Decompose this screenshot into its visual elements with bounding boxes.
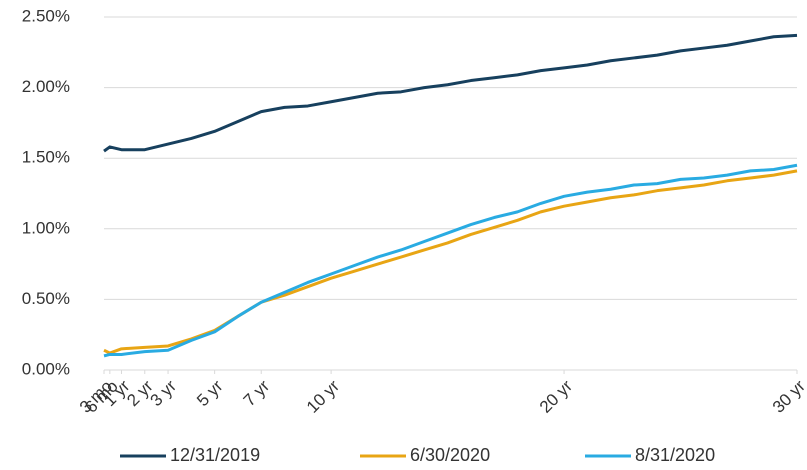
y-tick-label: 1.00% — [22, 218, 70, 237]
y-tick-label: 2.00% — [22, 77, 70, 96]
legend-label: 12/31/2019 — [170, 445, 260, 465]
series-line — [103, 33, 798, 153]
y-tick-label: 0.00% — [22, 359, 70, 378]
y-tick-label: 1.50% — [22, 148, 70, 167]
series-line — [103, 169, 798, 355]
x-tick-label: 30 yr — [769, 376, 807, 416]
x-tick-label: 3 yr — [147, 376, 181, 410]
legend-label: 6/30/2020 — [410, 445, 490, 465]
x-tick-label: 5 yr — [193, 376, 227, 410]
y-tick-label: 2.50% — [22, 6, 70, 25]
x-tick-label: 20 yr — [536, 376, 576, 416]
y-tick-label: 0.50% — [22, 289, 70, 308]
x-tick-label: 7 yr — [240, 376, 274, 410]
legend-label: 8/31/2020 — [635, 445, 715, 465]
series-line — [103, 163, 798, 358]
x-tick-label: 10 yr — [303, 376, 343, 416]
